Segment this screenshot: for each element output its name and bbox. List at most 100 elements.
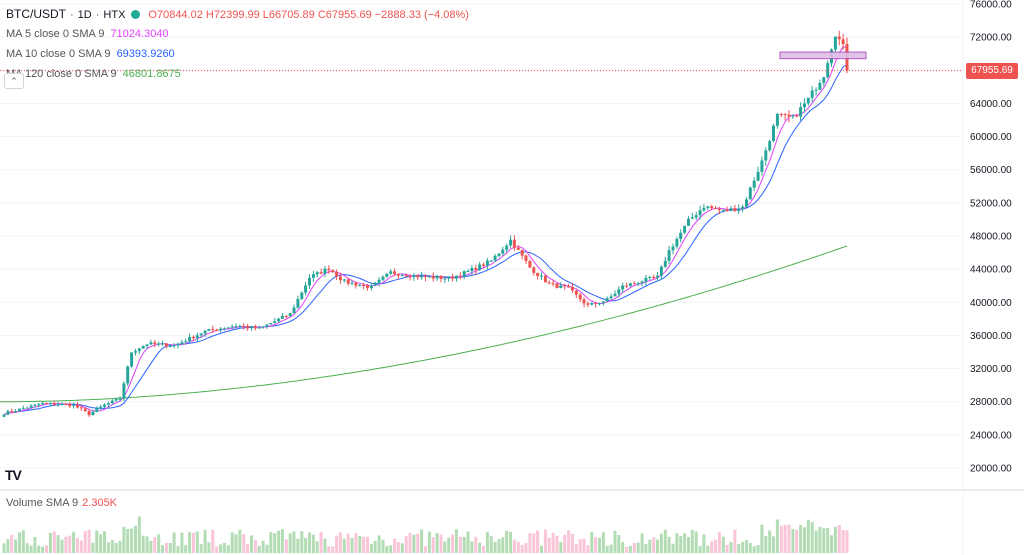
volume-bar xyxy=(10,534,14,553)
interval-label[interactable]: 1D xyxy=(77,9,92,21)
candle-body xyxy=(431,276,435,279)
volume-bar xyxy=(420,529,424,553)
volume-bar xyxy=(277,530,281,553)
volume-bar xyxy=(219,544,223,553)
volume-bar xyxy=(29,545,33,553)
volume-bar xyxy=(261,540,265,553)
candle-body xyxy=(482,264,485,266)
candle-body xyxy=(48,402,52,404)
volume-bar xyxy=(242,534,246,553)
candle-body xyxy=(350,282,354,284)
candle-body xyxy=(188,336,192,342)
candle-body xyxy=(83,408,87,411)
volume-bar xyxy=(439,534,443,553)
volume-bar xyxy=(605,545,609,553)
candle-body xyxy=(64,403,68,405)
candle-body xyxy=(582,299,586,304)
volume-bar xyxy=(52,531,56,553)
candle-body xyxy=(296,299,300,308)
volume-bar xyxy=(157,534,161,553)
volume-bar xyxy=(195,531,199,553)
volume-bar xyxy=(416,533,420,553)
candle-body xyxy=(833,36,837,50)
candle-body xyxy=(451,276,455,279)
candle-body xyxy=(555,283,559,288)
candle-body xyxy=(157,343,161,345)
candle-body xyxy=(400,275,404,277)
volume-bar xyxy=(706,545,710,553)
candle-body xyxy=(362,285,366,287)
candle-body xyxy=(99,406,103,409)
volume-bar xyxy=(137,516,141,553)
candle-body xyxy=(783,113,787,115)
volume-bar xyxy=(543,529,547,553)
candle-body xyxy=(91,411,95,416)
candle-body xyxy=(184,341,188,343)
chart-legend: BTC/USDT · 1D · HTX O70844.02 H72399.99 L6670… xyxy=(6,4,469,84)
volume-bar xyxy=(656,539,659,553)
candle-body xyxy=(215,329,219,331)
tradingview-logo[interactable]: TV xyxy=(5,467,22,483)
candle-body xyxy=(134,351,137,353)
candle-body xyxy=(559,285,563,288)
candle-body xyxy=(257,327,261,329)
y-axis-tick-label: 64000.00 xyxy=(970,99,1012,110)
candle-body xyxy=(114,398,118,401)
volume-bar xyxy=(559,541,563,553)
volume-bar xyxy=(18,532,21,553)
candle-body xyxy=(822,77,826,83)
symbol-label[interactable]: BTC/USDT xyxy=(6,7,66,21)
candle-body xyxy=(33,404,37,406)
candle-body xyxy=(176,343,180,346)
volume-bar xyxy=(617,535,621,553)
candle-body xyxy=(764,150,768,161)
volume-bar xyxy=(594,537,598,553)
candle-body xyxy=(667,250,671,261)
volume-bar xyxy=(609,544,613,553)
candle-body xyxy=(435,275,439,279)
candle-body xyxy=(207,329,211,331)
indicator-ma120[interactable]: MA 120 close 0 SMA 9 46801.8675 xyxy=(6,64,469,84)
volume-bar xyxy=(180,532,184,553)
volume-bar xyxy=(822,528,826,553)
candle-body xyxy=(462,271,466,277)
volume-bar xyxy=(122,526,126,553)
collapse-legend-button[interactable]: ⌃ xyxy=(4,73,24,89)
indicator-ma5[interactable]: MA 5 close 0 SMA 9 71024.3040 xyxy=(6,24,469,44)
candle-body xyxy=(389,271,393,274)
volume-bar xyxy=(389,545,393,553)
volume-bar xyxy=(814,530,818,553)
volume-bar xyxy=(292,531,296,553)
candle-body xyxy=(222,328,226,330)
volume-bar xyxy=(145,536,149,553)
volume-bar xyxy=(25,543,29,553)
volume-bar xyxy=(536,530,540,553)
candle-body xyxy=(698,210,702,216)
volume-bar xyxy=(68,535,72,553)
candle-body xyxy=(609,296,613,299)
volume-bar xyxy=(563,534,567,553)
volume-bar xyxy=(103,531,106,553)
volume-bar xyxy=(671,543,675,553)
volume-bar xyxy=(760,524,764,553)
volume-bar xyxy=(342,538,346,553)
indicator-label: MA 120 close 0 SMA 9 xyxy=(6,68,117,80)
candle-body xyxy=(273,321,277,324)
volume-bar xyxy=(226,545,230,553)
candle-body xyxy=(412,275,416,278)
volume-bar xyxy=(134,525,137,553)
volume-bar xyxy=(501,537,505,553)
candle-body xyxy=(385,273,389,277)
candle-body xyxy=(563,285,567,287)
candle-body xyxy=(122,383,126,399)
volume-bar xyxy=(613,530,617,553)
candle-body xyxy=(601,301,605,304)
candle-body xyxy=(52,402,56,405)
candle-body xyxy=(687,218,690,226)
indicator-ma10[interactable]: MA 10 close 0 SMA 9 69393.9260 xyxy=(6,44,469,64)
y-axis-tick-label: 60000.00 xyxy=(970,132,1012,143)
candle-body xyxy=(68,404,72,407)
candle-body xyxy=(141,346,145,349)
candle-body xyxy=(787,114,791,117)
